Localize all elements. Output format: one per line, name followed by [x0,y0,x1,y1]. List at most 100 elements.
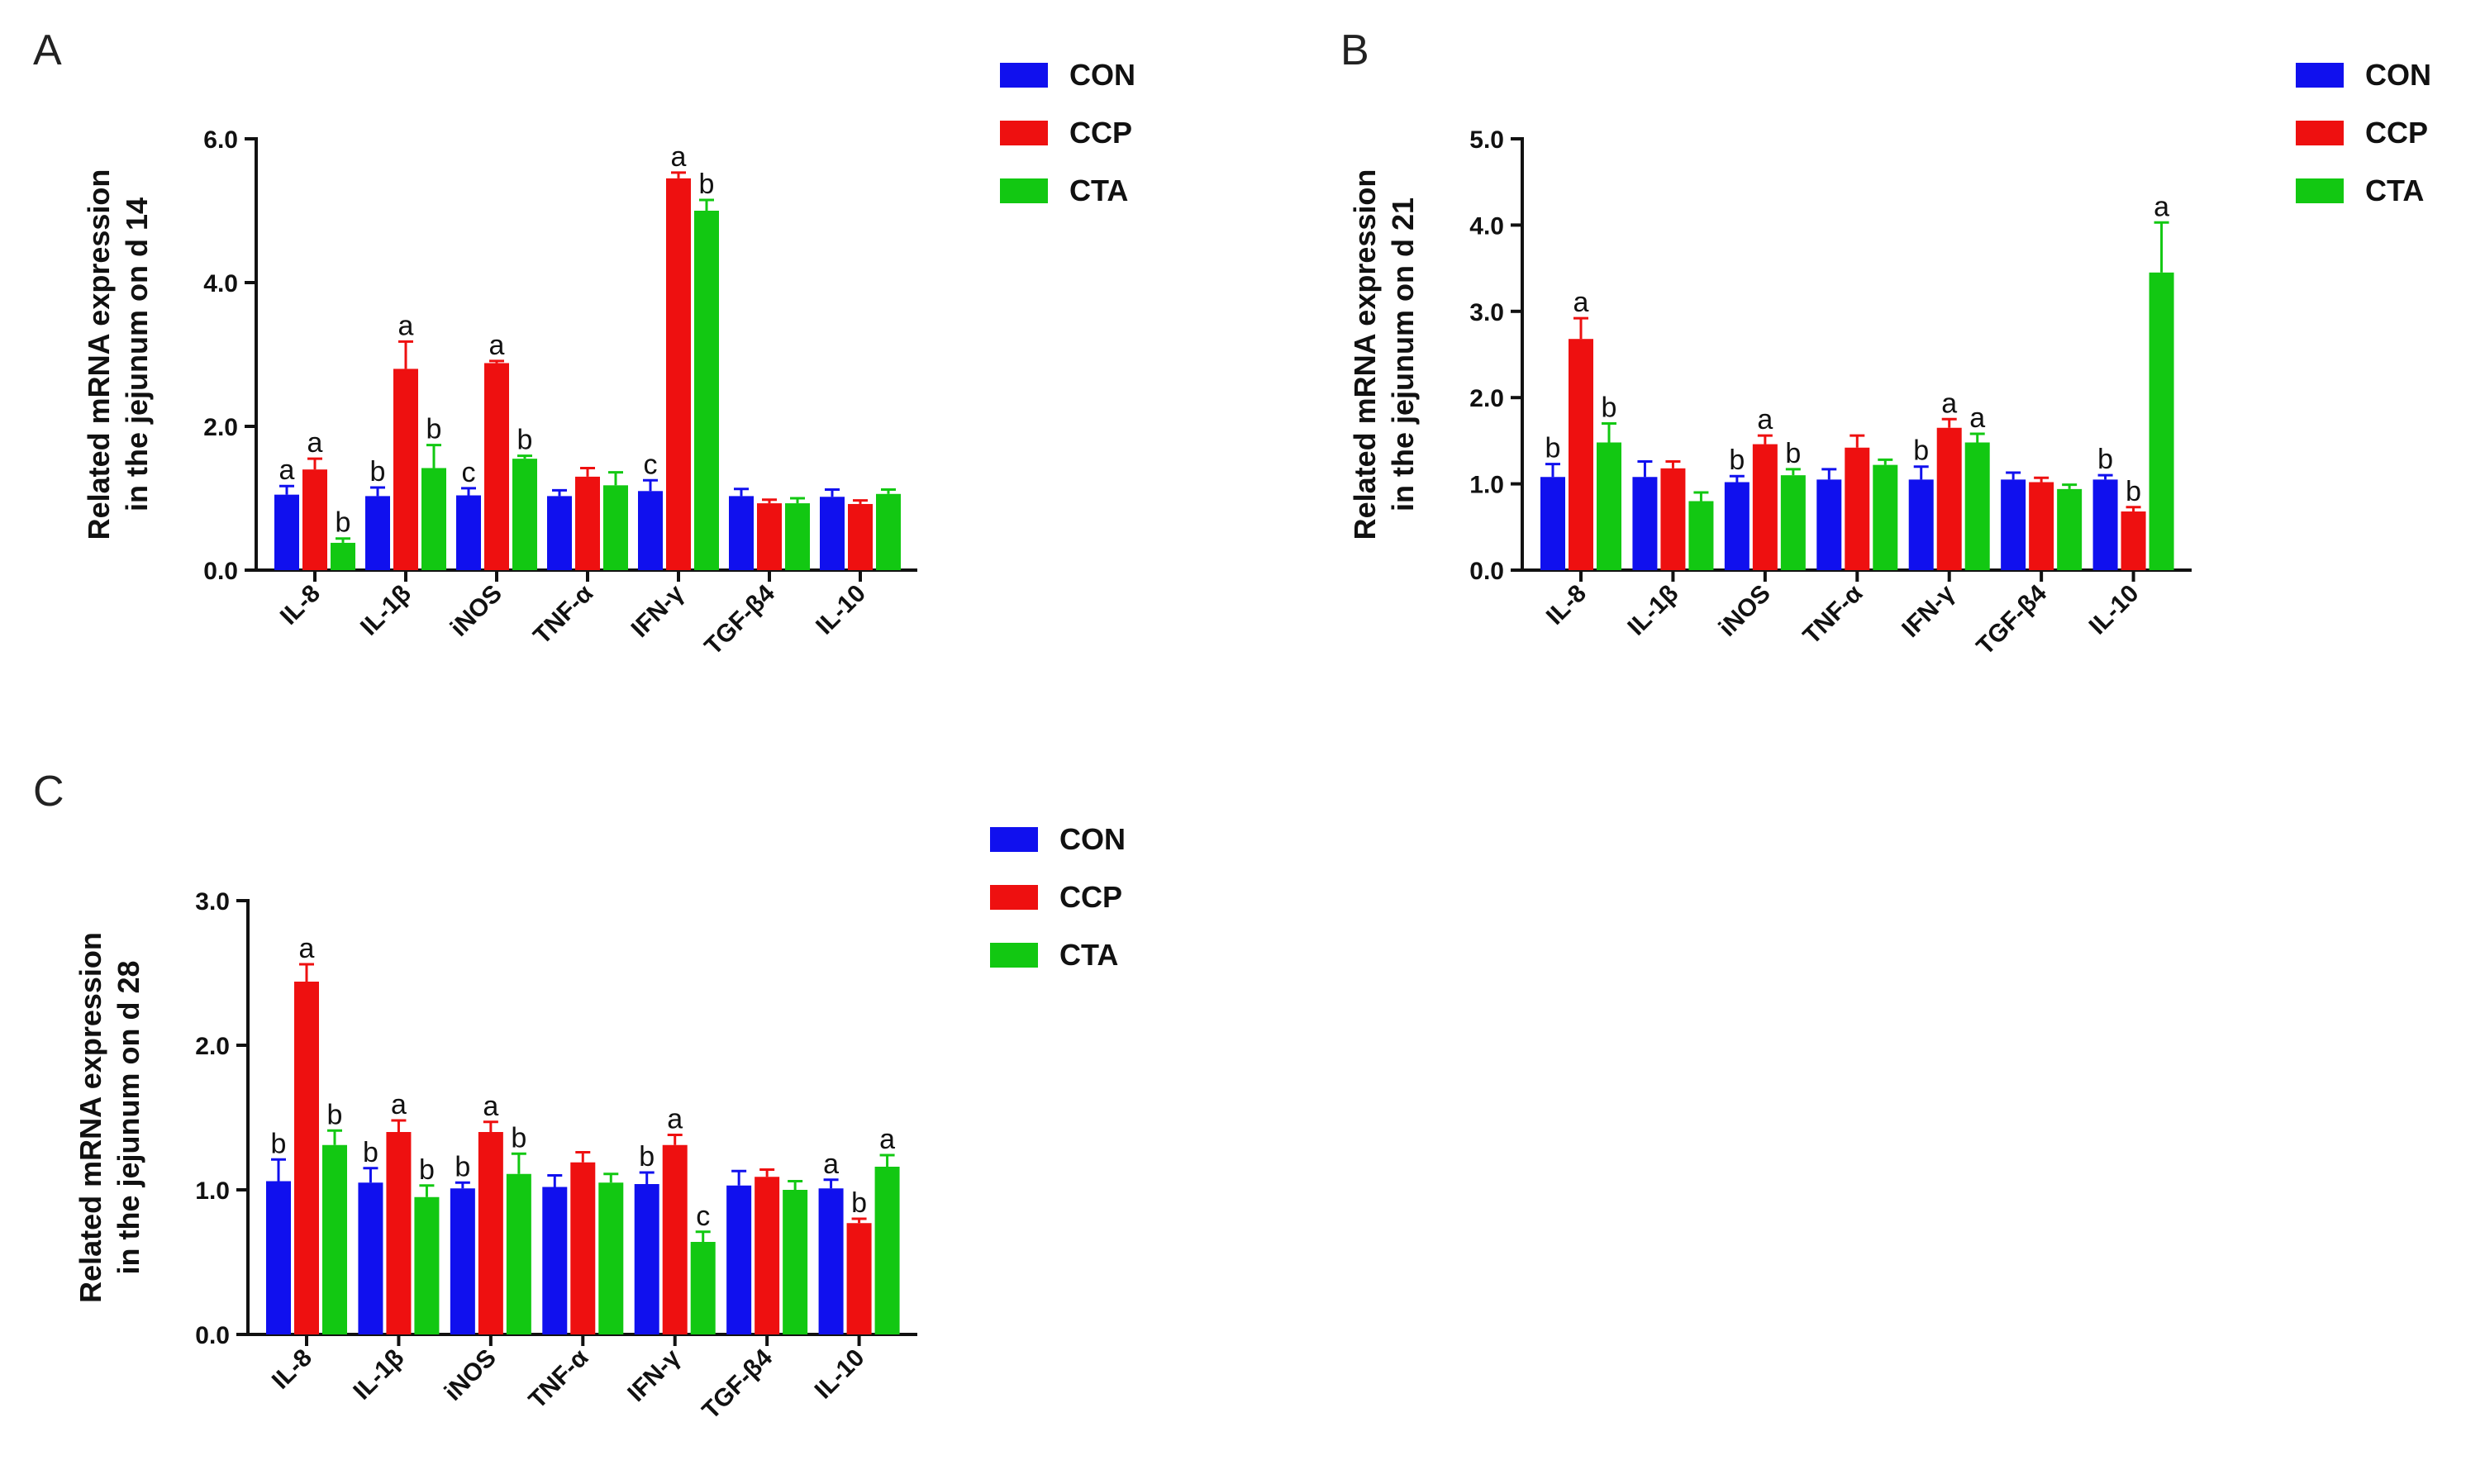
x-tick-label: TNF-α [1798,579,1869,649]
bar-ccp-1 [1660,468,1686,570]
x-tick-label: IL-1β [355,580,417,641]
legend-label-cta: CTA [2365,174,2424,207]
bar-ccp-3 [575,476,600,570]
significance-label: a [671,141,687,173]
x-tick-label: iNOS [445,580,507,642]
legend-label-cta: CTA [1069,174,1128,207]
chart-panel-c: C 0.0 1.0 2.0 3.0 Related mRNA expression in t… [33,768,1126,1425]
y-tick-label: 0.0 [195,1322,230,1349]
bar-ccp-4 [1936,427,1962,570]
significance-label: a [307,427,323,459]
y-axis-label: in the jejunum on d 28 [112,960,145,1274]
x-tick-label: IL-1β [348,1344,409,1406]
bar-cta-2 [512,459,537,570]
bar-con-6 [2092,479,2118,570]
y-tick-label: 2.0 [203,414,238,441]
bar-ccp-5 [755,1177,780,1334]
bar-cta-3 [1873,464,1898,570]
significance-label: b [511,1122,526,1153]
bar-cta-4 [694,211,719,570]
bar-con-5 [729,496,754,570]
bar-ccp-3 [570,1162,596,1334]
legend-swatch-con [990,827,1038,852]
significance-label: b [271,1128,287,1159]
bar-cta-1 [414,1196,440,1334]
legend-label-ccp: CCP [1059,880,1122,914]
significance-label: b [2097,444,2113,475]
significance-label: b [327,1099,343,1130]
significance-label: b [370,456,386,488]
significance-label: b [2126,476,2141,507]
bar-ccp-6 [846,1223,872,1334]
significance-label: a [391,1089,407,1120]
bar-con-1 [358,1182,383,1334]
y-tick-label: 0.0 [1469,558,1504,585]
significance-label: b [1545,433,1561,464]
bar-cta-3 [598,1182,624,1334]
panel-letter: C [33,768,64,816]
legend-label-con: CON [2365,58,2431,92]
legend-label-cta: CTA [1059,938,1118,972]
bar-ccp-1 [393,369,418,570]
x-tick-label: IL-10 [811,580,871,640]
x-tick-label: TNF-α [524,1344,594,1414]
legend-swatch-cta [1000,178,1048,203]
bar-cta-1 [421,468,446,570]
bar-con-4 [634,1184,659,1334]
panel-letter: A [33,26,62,74]
significance-label: b [699,169,715,200]
significance-label: b [1602,392,1617,424]
bar-con-0 [274,494,299,570]
bar-ccp-2 [478,1132,503,1334]
bar-ccp-0 [294,982,319,1334]
bar-con-0 [1540,477,1565,570]
y-tick-label: 3.0 [1469,299,1504,326]
y-tick-label: 1.0 [1469,472,1504,499]
x-tick-label: TGF-β4 [699,579,780,660]
panel-letter: B [1340,26,1369,74]
bar-cta-1 [1688,501,1714,570]
significance-label: c [644,449,658,480]
x-tick-label: IL-1β [1622,580,1683,641]
y-tick-label: 4.0 [203,270,238,297]
y-tick-label: 1.0 [195,1177,230,1205]
bar-con-1 [1632,477,1658,570]
bar-cta-5 [2057,488,2083,570]
significance-label: b [455,1151,470,1182]
bar-con-4 [1908,479,1934,570]
bar-cta-0 [1597,442,1621,570]
y-axis-label: in the jejunum on d 21 [1386,197,1420,511]
bar-con-2 [1724,482,1750,570]
significance-label: a [2154,191,2169,222]
significance-label: b [336,507,351,539]
significance-label: b [851,1187,867,1219]
bar-con-6 [818,1188,844,1334]
bar-con-3 [542,1187,568,1334]
legend-swatch-cta [2296,178,2344,203]
bar-ccp-2 [484,363,509,570]
bar-ccp-4 [666,178,691,570]
significance-label: a [879,1124,895,1155]
legend-label-con: CON [1069,58,1135,92]
bar-cta-4 [1964,442,1990,570]
x-tick-label: TGF-β4 [1972,579,2053,660]
legend-swatch-ccp [2296,121,2344,145]
bar-con-2 [456,495,481,570]
bar-cta-5 [785,503,810,570]
significance-label: b [639,1141,655,1172]
significance-label: b [1785,438,1801,469]
bar-cta-3 [603,485,628,570]
bar-ccp-0 [1569,339,1593,570]
bar-con-2 [450,1188,475,1334]
y-tick-label: 2.0 [195,1033,230,1060]
bar-con-3 [1816,479,1842,570]
x-tick-label: TGF-β4 [697,1344,778,1425]
bar-cta-5 [783,1190,808,1334]
significance-label: b [419,1154,435,1186]
x-tick-label: iNOS [440,1344,502,1406]
significance-label: b [1729,445,1745,476]
significance-label: a [398,310,414,341]
bar-con-6 [820,497,845,570]
legend-swatch-con [1000,63,1048,88]
y-tick-label: 0.0 [203,558,238,585]
